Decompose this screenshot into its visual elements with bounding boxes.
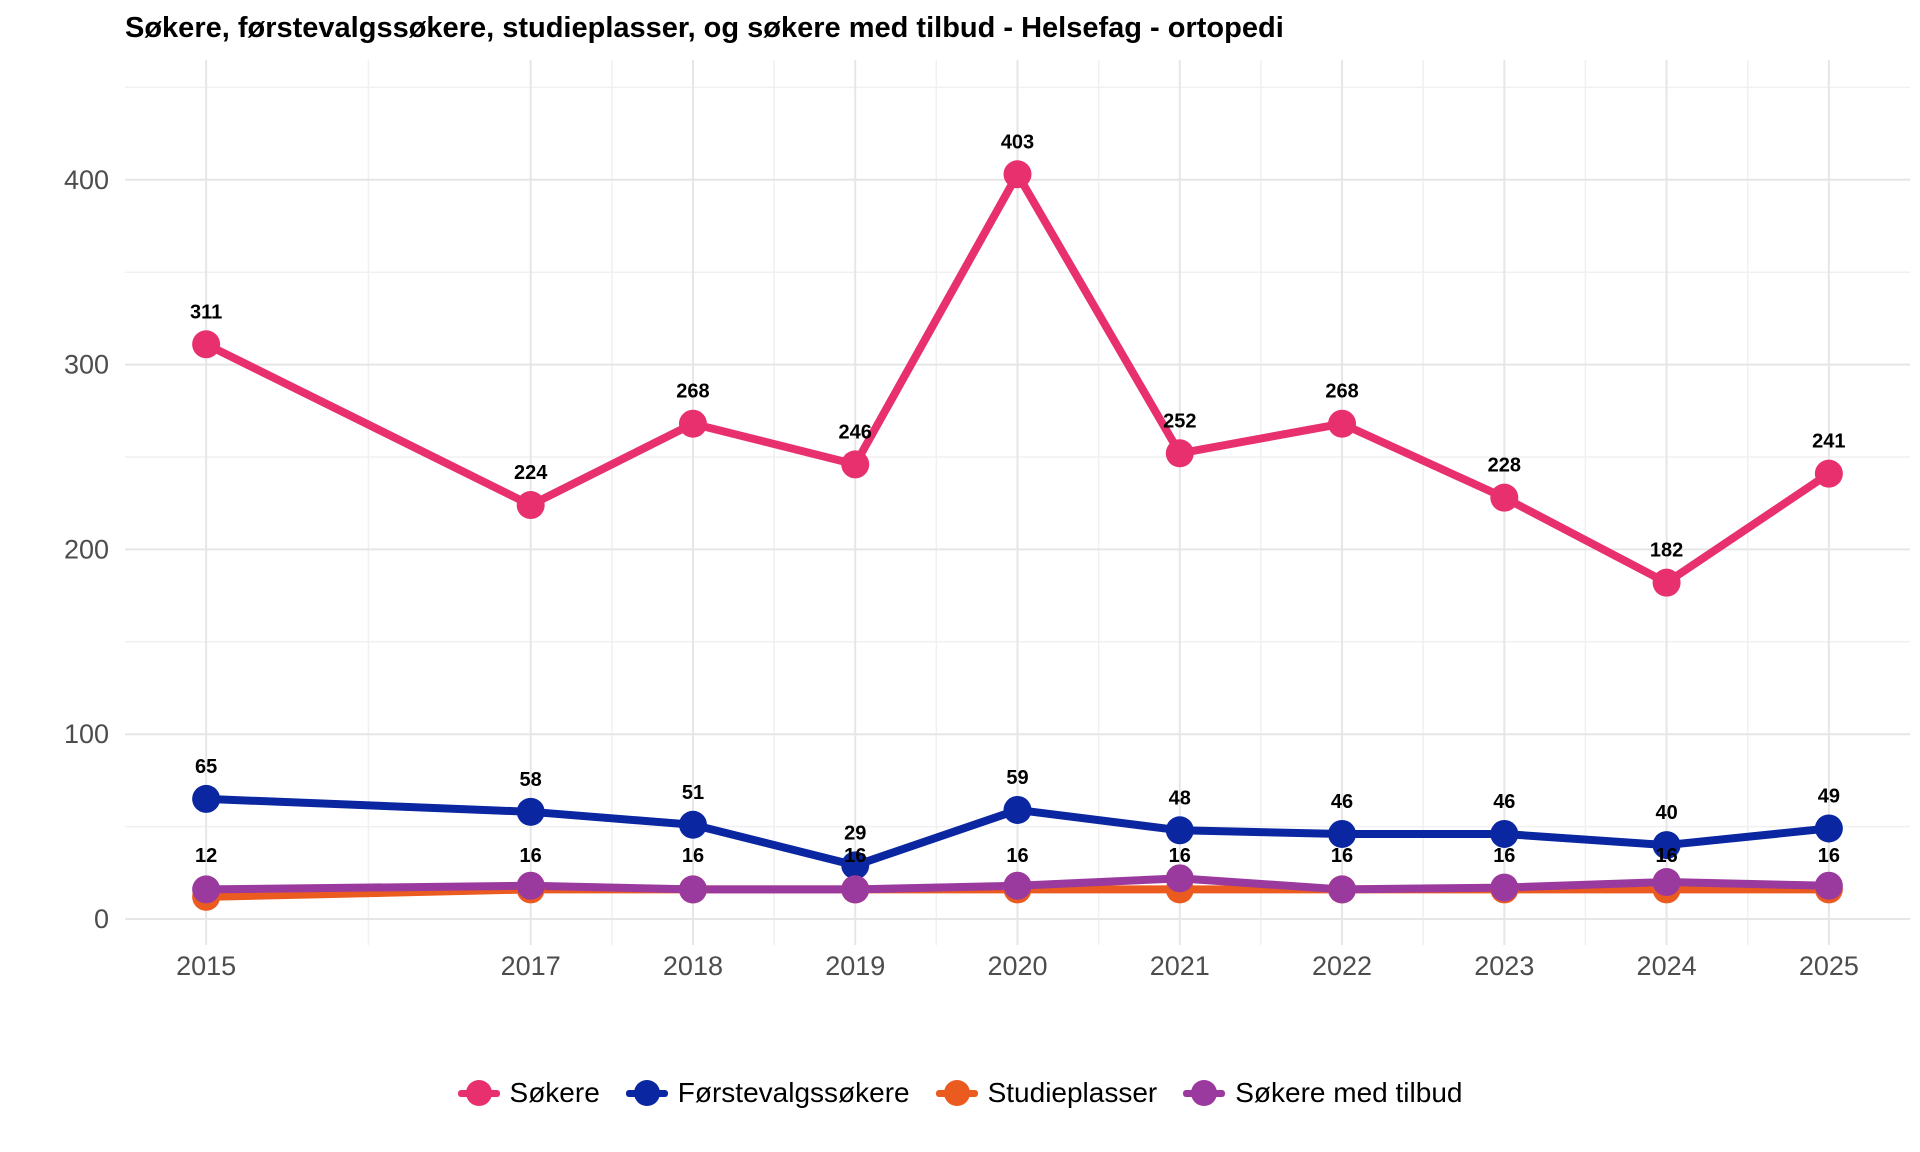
data-label: 311 [190, 301, 222, 323]
x-tick-label: 2022 [1312, 951, 1372, 981]
x-tick-label: 2017 [501, 951, 561, 981]
data-point [1328, 875, 1357, 904]
legend-label: Søkere med tilbud [1235, 1077, 1463, 1108]
x-tick-label: 2025 [1799, 951, 1859, 981]
data-point [1328, 409, 1357, 438]
legend-label: Studieplasser [987, 1077, 1158, 1108]
x-tick-label: 2020 [987, 951, 1047, 981]
x-tick-label: 2018 [663, 951, 723, 981]
legend-item: Førstevalgssøkere [625, 1077, 910, 1109]
series-line [202, 170, 1833, 587]
data-label: 12 [195, 845, 217, 867]
data-point [192, 875, 221, 904]
data-point [516, 491, 545, 520]
x-tick-label: 2023 [1474, 951, 1534, 981]
data-label: 268 [676, 381, 709, 403]
data-label: 58 [520, 769, 542, 791]
data-label: 29 [844, 822, 866, 844]
data-point [516, 871, 545, 900]
y-axis-tick-labels: 0 100 200 300 400 [64, 165, 109, 934]
data-label: 241 [1812, 431, 1845, 453]
data-point [678, 409, 707, 438]
legend: Søkere Førstevalgssøkere Studieplasser Søke… [0, 1077, 1920, 1109]
data-label: 16 [844, 845, 866, 867]
x-tick-label: 2021 [1150, 951, 1210, 981]
data-label: 16 [1818, 845, 1840, 867]
data-label: 40 [1655, 802, 1677, 824]
x-axis-tick-labels: 2015 2017 2018 2019 2020 2021 2022 2023 2024 2025 [176, 951, 1859, 981]
data-label: 268 [1325, 381, 1358, 403]
x-tick-label: 2015 [176, 951, 236, 981]
data-point [678, 875, 707, 904]
legend-item: Søkere med tilbud [1183, 1077, 1462, 1109]
data-label: 16 [1493, 845, 1515, 867]
data-label: 49 [1818, 785, 1840, 807]
data-point [192, 330, 221, 359]
data-label: 182 [1650, 540, 1683, 562]
data-point [841, 875, 870, 904]
legend-key [1183, 1080, 1226, 1106]
data-label: 403 [1001, 131, 1034, 153]
legend-item: Søkere [457, 1077, 600, 1109]
data-label: 59 [1006, 767, 1028, 789]
data-label: 16 [1169, 845, 1191, 867]
y-tick-label: 300 [64, 350, 109, 380]
data-point [841, 450, 870, 479]
legend-key [935, 1080, 978, 1106]
x-tick-label: 2019 [825, 951, 885, 981]
legend-label: Søkere [509, 1077, 600, 1108]
data-label: 48 [1169, 787, 1191, 809]
data-point [1003, 160, 1032, 189]
legend-label: Førstevalgssøkere [677, 1077, 910, 1108]
data-point [1165, 816, 1194, 845]
data-point [1165, 439, 1194, 468]
data-labels: 311 224 268 246 403 252 268 228 182 241 65 58 51 29 59… [190, 131, 1846, 867]
series-lines [202, 170, 1833, 901]
data-label: 16 [682, 845, 704, 867]
data-point [678, 810, 707, 839]
series-line [202, 874, 1833, 894]
data-point [1003, 795, 1032, 824]
data-point [192, 784, 221, 813]
series-points [192, 160, 1843, 911]
data-point [1490, 873, 1519, 902]
data-label: 16 [1006, 845, 1028, 867]
y-tick-label: 200 [64, 534, 109, 564]
chart-title: Søkere, førstevalgssøkere, studieplasser… [125, 12, 1284, 44]
data-label: 65 [195, 756, 217, 778]
data-label: 16 [1655, 845, 1677, 867]
data-point [1652, 831, 1681, 860]
data-label: 46 [1331, 791, 1353, 813]
y-tick-label: 400 [64, 165, 109, 195]
data-point [516, 797, 545, 826]
legend-key [457, 1080, 500, 1106]
series-line [202, 794, 1833, 870]
data-point [1652, 568, 1681, 597]
legend-key [625, 1080, 668, 1106]
data-point [1490, 483, 1519, 512]
x-tick-label: 2024 [1637, 951, 1697, 981]
data-label: 16 [520, 845, 542, 867]
data-point [1814, 459, 1843, 488]
data-point [1003, 871, 1032, 900]
data-label: 252 [1163, 410, 1196, 432]
data-label: 246 [839, 421, 872, 443]
data-label: 228 [1488, 455, 1521, 477]
data-point [1814, 814, 1843, 843]
data-label: 46 [1493, 791, 1515, 813]
data-label: 16 [1331, 845, 1353, 867]
legend-item: Studieplasser [935, 1077, 1158, 1109]
data-point [841, 851, 870, 880]
data-label: 224 [514, 462, 548, 484]
data-point [1652, 868, 1681, 897]
data-point [1814, 871, 1843, 900]
y-tick-label: 100 [64, 719, 109, 749]
data-point [1328, 819, 1357, 848]
data-point [1165, 864, 1194, 893]
y-tick-label: 0 [94, 904, 109, 934]
data-point [1490, 819, 1519, 848]
data-label: 51 [682, 782, 704, 804]
